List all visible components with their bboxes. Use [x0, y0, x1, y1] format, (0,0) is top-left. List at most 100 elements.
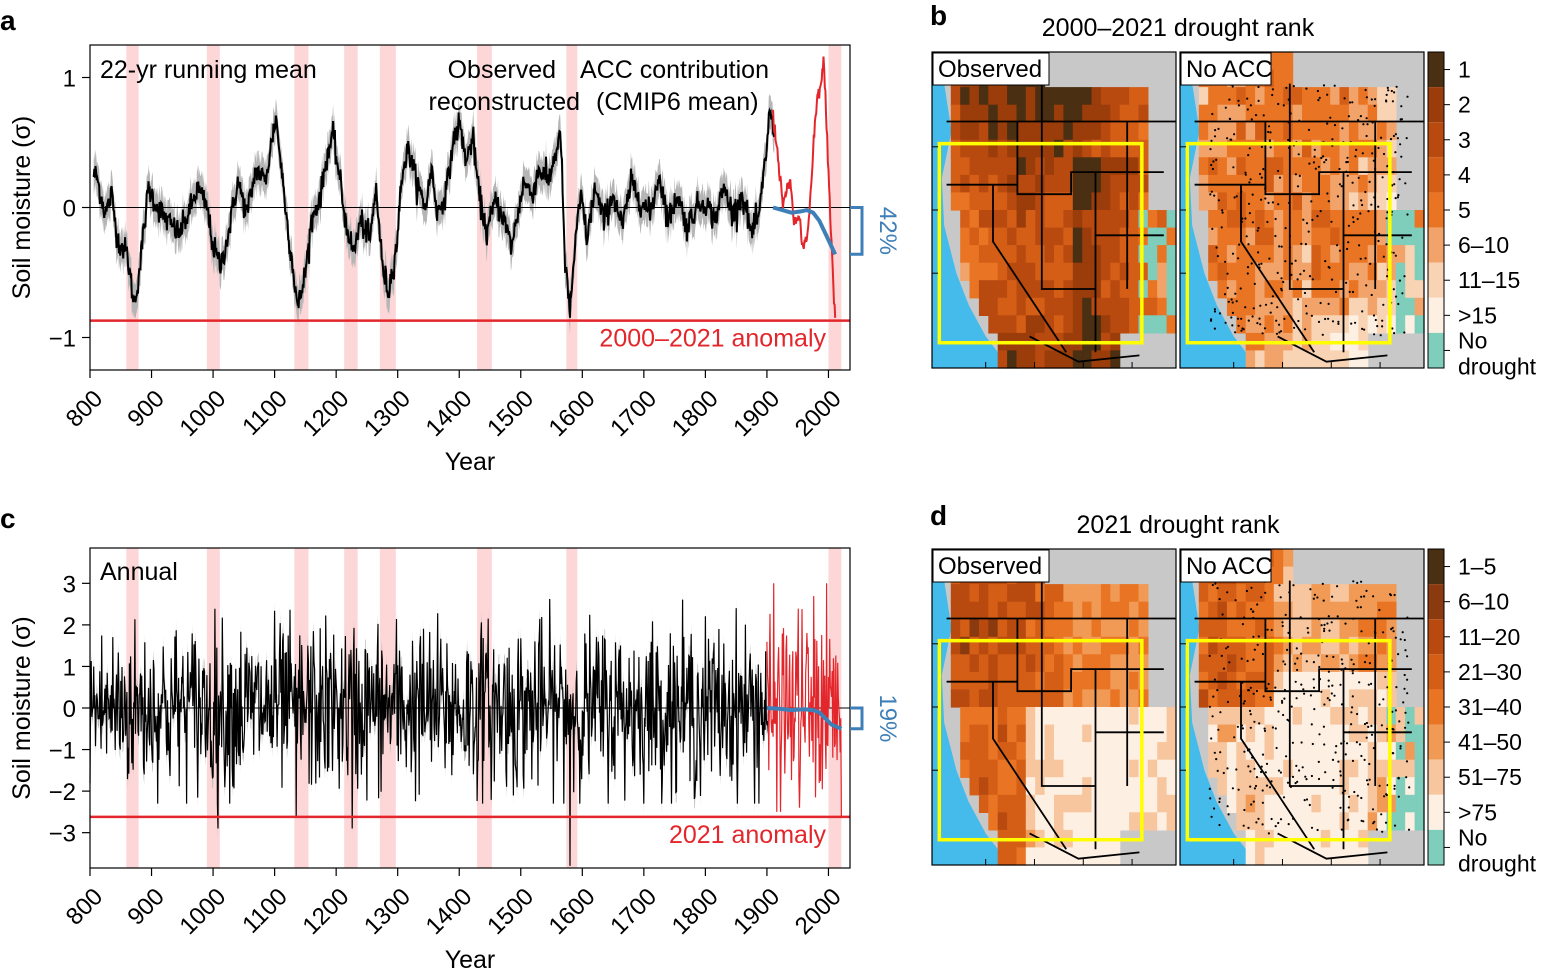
map-cell: [1082, 122, 1093, 141]
stipple-dot: [1311, 742, 1314, 746]
map-cell: [1255, 619, 1266, 638]
map-cell: [1264, 280, 1275, 299]
map-cell: [1311, 724, 1322, 743]
x-tick-label: 1600: [544, 385, 601, 442]
map-cell: [1283, 724, 1294, 743]
map-cell: [1054, 87, 1064, 106]
stipple-dot: [1323, 629, 1326, 633]
map-cell: [1091, 315, 1102, 334]
map-cell: [1119, 157, 1130, 176]
stipple-dot: [1271, 295, 1274, 298]
map-cell: [1044, 794, 1055, 813]
map-cell: [1054, 122, 1064, 141]
stipple-dot: [1330, 220, 1333, 223]
stipple-dot: [1271, 93, 1274, 97]
map-cell: [1245, 157, 1256, 176]
map-cell: [1091, 280, 1102, 299]
stipple-dot: [1331, 786, 1334, 789]
map-cell: [1377, 777, 1388, 796]
map-cell: [997, 847, 1008, 866]
stipple-dot: [1261, 652, 1264, 656]
stipple-dot: [1394, 295, 1398, 298]
map-cell: [1395, 794, 1406, 813]
stipple-dot: [1283, 317, 1286, 320]
map-cell: [1245, 227, 1256, 246]
map-cell: [1330, 689, 1341, 708]
map-cell: [1100, 601, 1111, 620]
map-cell: [988, 742, 999, 761]
map-cell: [1208, 122, 1219, 141]
map-cell: [1377, 262, 1388, 281]
ocean: [1180, 568, 1254, 865]
state-border: [1264, 618, 1290, 693]
map-cell: [988, 794, 999, 813]
stipple-dot: [1269, 696, 1272, 699]
map-cell: [1226, 689, 1237, 708]
map-cell: [1054, 104, 1064, 123]
map-cell: [1119, 192, 1130, 211]
stipple-dot: [1231, 311, 1234, 314]
map-cell: [1377, 794, 1388, 813]
stipple-dot: [1278, 331, 1281, 334]
map-cell: [1245, 297, 1256, 316]
map-cell: [969, 87, 980, 106]
map-cell: [1320, 210, 1331, 229]
map-cell: [1292, 847, 1303, 866]
map-cell: [1414, 777, 1425, 796]
acc-percent-label: 42%: [874, 207, 901, 255]
map-cell: [969, 601, 980, 620]
map-cell: [988, 315, 999, 334]
map-cell: [1208, 210, 1219, 229]
legend-swatch: [1428, 332, 1444, 368]
map-cell: [1082, 104, 1093, 123]
stipple-dot: [1397, 302, 1400, 306]
stipple-dot: [1387, 89, 1390, 92]
map-cell: [1405, 315, 1416, 334]
map-cell: [1100, 139, 1111, 158]
map-cell: [997, 601, 1008, 620]
map-cell: [1414, 297, 1425, 316]
stipple-dot: [1330, 621, 1333, 624]
map-cell: [1072, 227, 1083, 246]
map-cell: [1016, 87, 1027, 106]
map-cell: [1395, 262, 1406, 281]
map-cell: [1283, 350, 1294, 369]
map-cell: [1255, 297, 1266, 316]
stipple-dot: [1290, 705, 1293, 708]
map-cell: [1377, 87, 1388, 106]
map-cell: [1255, 794, 1266, 813]
map-cell: [1226, 157, 1237, 176]
map-cell: [950, 601, 961, 620]
stipple-dot: [1261, 753, 1265, 756]
map-cell: [1283, 812, 1294, 831]
map-cell: [1208, 245, 1219, 264]
map-cell: [1091, 584, 1102, 603]
stipple-dot: [1373, 104, 1376, 107]
stipple-dot: [1239, 287, 1242, 290]
map-cell: [1007, 227, 1018, 246]
stipple-dot: [1365, 736, 1368, 739]
y-tick-label: 3: [63, 571, 76, 598]
stipple-dot: [1406, 692, 1409, 695]
stipple-dot: [1394, 197, 1397, 200]
map-cell: [1217, 262, 1228, 281]
stipple-dot: [1269, 311, 1272, 314]
map-cell: [1339, 794, 1350, 813]
map-cell: [1007, 157, 1018, 176]
map-cell: [1129, 174, 1140, 194]
map-cell: [1063, 122, 1074, 141]
map-cell: [1035, 210, 1046, 229]
stipple-dot: [1252, 692, 1255, 695]
stipple-dot: [1237, 99, 1240, 102]
stipple-dot: [1253, 720, 1256, 723]
map-cell: [1054, 654, 1064, 673]
stipple-dot: [1370, 682, 1373, 686]
map-cell: [1264, 812, 1275, 831]
legend-label: >15: [1458, 302, 1497, 328]
stipple-dot: [1386, 727, 1389, 730]
map-cell: [1348, 794, 1359, 813]
legend-acc-sub: (CMIP6 mean): [596, 88, 759, 116]
map-cell: [1245, 245, 1256, 264]
x-tick-label: 1100: [237, 385, 293, 441]
stipple-dot: [1290, 262, 1293, 265]
